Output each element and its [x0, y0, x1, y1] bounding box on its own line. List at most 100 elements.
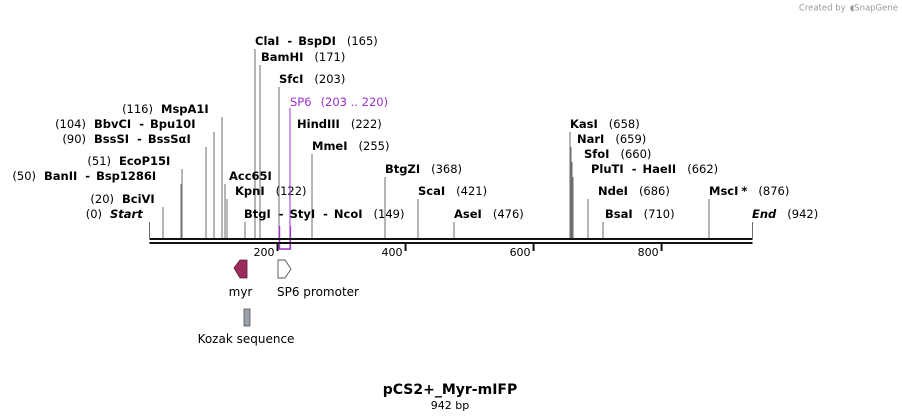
name-separator: -	[287, 34, 292, 48]
site-name-suffix: *	[741, 184, 747, 198]
site-sfoi[interactable]: SfoI (660)	[584, 147, 651, 161]
site-pos-bsssi: (90)	[62, 132, 86, 146]
primer-name: SP6	[290, 95, 312, 109]
site-pos: (659)	[615, 132, 646, 146]
site-name: PluTI	[591, 162, 624, 176]
site-end[interactable]: End (942)	[752, 207, 818, 221]
site-name: KpnI	[235, 184, 265, 198]
site-mspa1i[interactable]: MspA1I	[161, 102, 209, 116]
site-btgi[interactable]: BtgI - StyI - NcoI (149)	[244, 207, 404, 221]
site-pos: (686)	[639, 184, 670, 198]
site-pos: (876)	[758, 184, 789, 198]
site-pos: (165)	[347, 34, 378, 48]
site-name: NdeI	[598, 184, 628, 198]
site-name: MmeI	[312, 139, 348, 153]
plasmid-name: pCS2+_Myr-mIFP	[383, 382, 518, 398]
site-pos-bbvci: (104)	[55, 117, 86, 131]
name-separator: -	[279, 207, 284, 221]
site-msci[interactable]: MscI * (876)	[709, 184, 789, 198]
site-clai[interactable]: ClaI - BspDI (165)	[255, 34, 378, 48]
site-acc65i[interactable]: Acc65I	[229, 169, 272, 183]
site-kasi[interactable]: KasI (658)	[570, 117, 640, 131]
ruler-tick-label-400: 400	[382, 246, 403, 259]
site-kpni[interactable]: KpnI (122)	[235, 184, 307, 198]
backbone-strand-top	[149, 238, 753, 240]
site-name: SfoI	[584, 147, 609, 161]
site-name: BssSI	[94, 132, 129, 146]
name-separator: -	[139, 117, 144, 131]
site-btgzi[interactable]: BtgZI (368)	[385, 162, 462, 176]
site-pos: (660)	[620, 147, 651, 161]
site-name: NarI	[577, 132, 604, 146]
site-name: BbvCI	[94, 117, 131, 131]
site-name: BanII	[44, 169, 77, 183]
myr-feature-arrow[interactable]	[233, 259, 248, 279]
site-name: ScaI	[418, 184, 445, 198]
name-separator: -	[137, 132, 142, 146]
site-pluti[interactable]: PluTI - HaeII (662)	[591, 162, 718, 176]
site-ndei[interactable]: NdeI (686)	[598, 184, 670, 198]
site-name: KasI	[570, 117, 598, 131]
name-separator: -	[85, 169, 90, 183]
site-asei[interactable]: AseI (476)	[454, 207, 524, 221]
site-name2: BssSαI	[148, 132, 191, 146]
site-bamhi[interactable]: BamHI (171)	[261, 50, 345, 64]
site-pos: (658)	[609, 117, 640, 131]
site-pos-mspa1i: (116)	[122, 102, 153, 116]
site-pos: (149)	[374, 207, 405, 221]
site-name2: BspDI	[298, 34, 336, 48]
site-pos-banii: (50)	[12, 169, 36, 183]
primer-bracket	[278, 226, 292, 250]
site-mmei[interactable]: MmeI (255)	[312, 139, 389, 153]
site-name: BamHI	[261, 50, 303, 64]
primer-range: (203 .. 220)	[321, 95, 389, 109]
site-pos: (710)	[644, 207, 675, 221]
site-pos-bcivi: (20)	[90, 192, 114, 206]
site-bsai[interactable]: BsaI (710)	[605, 207, 675, 221]
ruler-tick-label-800: 800	[638, 246, 659, 259]
site-bbvci[interactable]: BbvCI - Bpu10I	[94, 117, 195, 131]
features: myr SP6 promoter Kozak sequence	[198, 259, 359, 346]
site-name: ClaI	[255, 34, 279, 48]
site-pos: (942)	[787, 207, 818, 221]
site-pos: (476)	[493, 207, 524, 221]
site-start[interactable]: Start	[110, 207, 143, 221]
ruler: 200 400 600 800	[254, 243, 663, 259]
site-name: BtgI	[244, 207, 271, 221]
site-name2: Bpu10I	[150, 117, 195, 131]
credit-brand: SnapGene	[854, 4, 898, 14]
credit-text: Created by	[799, 4, 846, 14]
site-sfci[interactable]: SfcI (203)	[279, 72, 345, 86]
backbone-strand-bottom	[149, 242, 753, 244]
kozak-feature-box[interactable]	[243, 308, 251, 327]
site-pos-ecop15i: (51)	[87, 154, 111, 168]
site-bsssi[interactable]: BssSI - BssSαI	[94, 132, 191, 146]
sp6-promoter-feature-arrow[interactable]	[277, 259, 292, 279]
site-name: BciVI	[122, 192, 155, 206]
site-name2: StyI	[290, 207, 316, 221]
site-name: HindIII	[297, 117, 340, 131]
site-ecop15i[interactable]: EcoP15I	[119, 154, 170, 168]
plasmid-length: 942 bp	[431, 399, 469, 412]
site-pos: (222)	[351, 117, 382, 131]
site-pos: (368)	[431, 162, 462, 176]
site-name2: Bsp1286I	[96, 169, 156, 183]
site-hindiii[interactable]: HindIII (222)	[297, 117, 382, 131]
primer-sp6[interactable]: SP6 (203 .. 220)	[278, 95, 388, 250]
sp6-promoter-label: SP6 promoter	[277, 285, 359, 299]
site-name: MscI	[709, 184, 738, 198]
site-pos-start: (0)	[86, 207, 102, 221]
site-name: BsaI	[605, 207, 633, 221]
site-banii[interactable]: BanII - Bsp1286I	[44, 169, 156, 183]
kozak-label: Kozak sequence	[198, 332, 295, 346]
site-scai[interactable]: ScaI (421)	[418, 184, 487, 198]
site-labels: Start(0)BciVI(20)BanII - Bsp1286I(50)EcoP1…	[12, 34, 818, 221]
name-separator: -	[323, 207, 328, 221]
ruler-tick-label-200: 200	[254, 246, 275, 259]
site-name: Acc65I	[229, 169, 272, 183]
primer-label[interactable]: SP6 (203 .. 220)	[290, 95, 388, 109]
site-name3: NcoI	[334, 207, 363, 221]
site-bcivi[interactable]: BciVI	[122, 192, 155, 206]
site-nari[interactable]: NarI (659)	[577, 132, 646, 146]
